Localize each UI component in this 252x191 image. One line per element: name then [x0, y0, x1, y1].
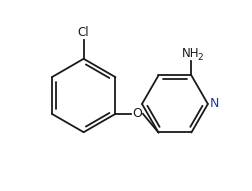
Text: O: O — [133, 107, 143, 120]
Text: NH: NH — [182, 47, 199, 60]
Text: N: N — [209, 97, 219, 110]
Text: Cl: Cl — [78, 26, 89, 39]
Text: 2: 2 — [198, 53, 203, 62]
